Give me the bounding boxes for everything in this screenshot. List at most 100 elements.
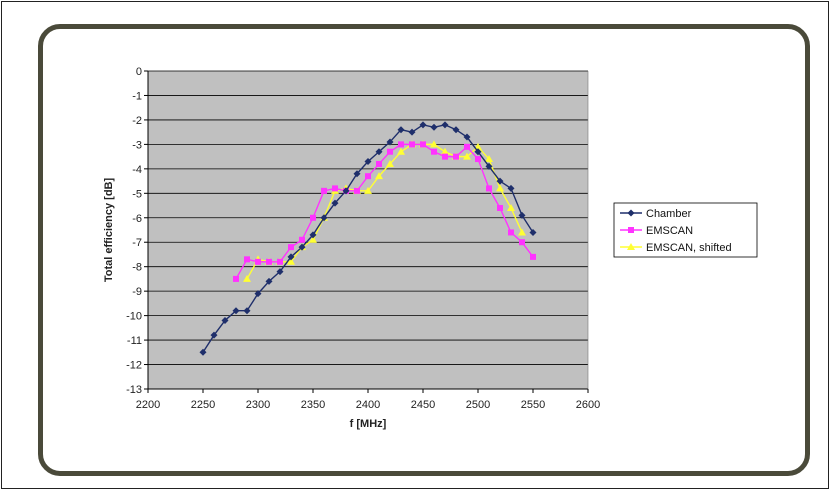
legend-label-emscan-shifted: EMSCAN, shifted bbox=[646, 242, 732, 254]
x-tick-label: 2500 bbox=[466, 399, 490, 411]
data-point-chamber bbox=[364, 158, 372, 166]
data-point-emscan-shifted bbox=[386, 159, 394, 167]
data-point-emscan bbox=[453, 153, 459, 160]
y-axis-ticks: 0 -1 -2 -3 -4 -5 -6 -7 -8 -9 -10 -11 -12 -13 bbox=[126, 66, 148, 396]
data-point-chamber bbox=[386, 138, 394, 146]
y-tick-label: -12 bbox=[126, 360, 142, 372]
series-layer bbox=[199, 121, 537, 356]
data-point-chamber bbox=[254, 290, 262, 298]
data-point-emscan bbox=[464, 143, 470, 150]
data-point-emscan bbox=[354, 187, 360, 194]
data-point-emscan bbox=[376, 160, 382, 167]
data-point-emscan bbox=[442, 153, 448, 160]
data-point-chamber bbox=[232, 307, 240, 315]
y-tick-label: -8 bbox=[132, 262, 142, 274]
data-point-emscan bbox=[310, 214, 316, 221]
data-point-chamber bbox=[331, 199, 339, 207]
data-point-emscan bbox=[475, 156, 481, 163]
data-point-chamber bbox=[408, 128, 416, 136]
data-point-chamber bbox=[507, 184, 515, 192]
data-point-emscan-shifted bbox=[507, 203, 515, 211]
data-point-chamber bbox=[342, 187, 350, 195]
y-tick-label: -5 bbox=[132, 188, 142, 200]
data-point-emscan bbox=[277, 258, 283, 265]
data-point-chamber bbox=[265, 277, 273, 285]
y-tick-label: -10 bbox=[126, 311, 142, 323]
data-point-chamber bbox=[452, 126, 460, 134]
y-tick-label: -11 bbox=[127, 335, 142, 347]
data-point-emscan bbox=[398, 141, 404, 148]
data-point-chamber bbox=[474, 148, 482, 156]
data-point-emscan bbox=[244, 256, 250, 263]
x-tick-label: 2300 bbox=[246, 399, 270, 411]
data-point-emscan-shifted bbox=[430, 140, 438, 148]
data-point-chamber bbox=[529, 228, 537, 236]
data-point-emscan bbox=[508, 229, 514, 236]
data-point-emscan-shifted bbox=[496, 184, 504, 192]
data-point-chamber bbox=[375, 148, 383, 156]
data-point-chamber bbox=[463, 133, 471, 141]
y-tick-label: -9 bbox=[132, 286, 142, 298]
data-point-emscan bbox=[332, 185, 338, 192]
data-point-chamber bbox=[353, 170, 361, 178]
data-point-chamber bbox=[287, 253, 295, 261]
data-point-chamber bbox=[210, 331, 218, 339]
x-tick-label: 2600 bbox=[576, 399, 600, 411]
x-tick-label: 2200 bbox=[136, 399, 160, 411]
x-tick-label: 2450 bbox=[411, 399, 435, 411]
x-tick-label: 2250 bbox=[191, 399, 215, 411]
y-tick-label: -7 bbox=[132, 237, 142, 249]
data-point-emscan bbox=[288, 244, 294, 251]
data-point-chamber bbox=[199, 348, 207, 356]
x-tick-label: 2550 bbox=[521, 399, 545, 411]
data-point-emscan-shifted bbox=[243, 274, 251, 282]
data-point-emscan bbox=[530, 253, 536, 260]
data-point-emscan-shifted bbox=[485, 155, 493, 163]
data-point-emscan bbox=[420, 141, 426, 148]
data-point-chamber bbox=[430, 123, 438, 131]
data-point-chamber bbox=[397, 126, 405, 134]
x-tick-label: 2400 bbox=[356, 399, 380, 411]
x-axis-ticks: 2200 2250 2300 2350 2400 2450 2500 2550 2600 bbox=[136, 389, 600, 411]
data-point-emscan bbox=[233, 275, 239, 282]
data-point-emscan-shifted bbox=[463, 152, 471, 160]
legend-label-chamber: Chamber bbox=[646, 208, 692, 220]
y-tick-label: -13 bbox=[126, 384, 142, 396]
legend-marker-emscan bbox=[628, 227, 634, 233]
data-point-emscan bbox=[387, 148, 393, 155]
data-point-emscan bbox=[431, 148, 437, 155]
data-point-emscan bbox=[266, 258, 272, 265]
data-point-chamber bbox=[496, 177, 504, 185]
data-point-emscan bbox=[486, 185, 492, 192]
data-point-emscan bbox=[321, 187, 327, 194]
data-point-chamber bbox=[243, 307, 251, 315]
data-point-emscan-shifted bbox=[441, 147, 449, 155]
data-point-emscan-shifted bbox=[287, 257, 295, 265]
data-point-chamber bbox=[298, 243, 306, 251]
x-tick-label: 2350 bbox=[301, 399, 325, 411]
series-chamber bbox=[199, 121, 537, 356]
data-point-emscan bbox=[409, 141, 415, 148]
data-point-emscan bbox=[519, 239, 525, 246]
data-point-emscan-shifted bbox=[364, 186, 372, 194]
y-tick-label: 0 bbox=[136, 66, 142, 78]
data-point-emscan-shifted bbox=[397, 147, 405, 155]
data-point-emscan bbox=[299, 236, 305, 243]
legend-marker-emscan-shifted bbox=[627, 243, 635, 250]
y-tick-label: -3 bbox=[132, 139, 142, 151]
data-point-chamber bbox=[419, 121, 427, 129]
legend-marker-chamber bbox=[627, 209, 635, 217]
data-point-emscan bbox=[365, 173, 371, 180]
y-tick-label: -4 bbox=[132, 164, 142, 176]
legend-label-emscan: EMSCAN bbox=[646, 225, 693, 237]
x-axis-title: f [MHz] bbox=[350, 418, 387, 430]
y-tick-label: -2 bbox=[132, 115, 142, 127]
data-point-chamber bbox=[309, 231, 317, 239]
data-point-chamber bbox=[320, 214, 328, 222]
y-tick-label: -6 bbox=[132, 213, 142, 225]
data-point-chamber bbox=[518, 211, 526, 219]
data-point-chamber bbox=[441, 121, 449, 129]
